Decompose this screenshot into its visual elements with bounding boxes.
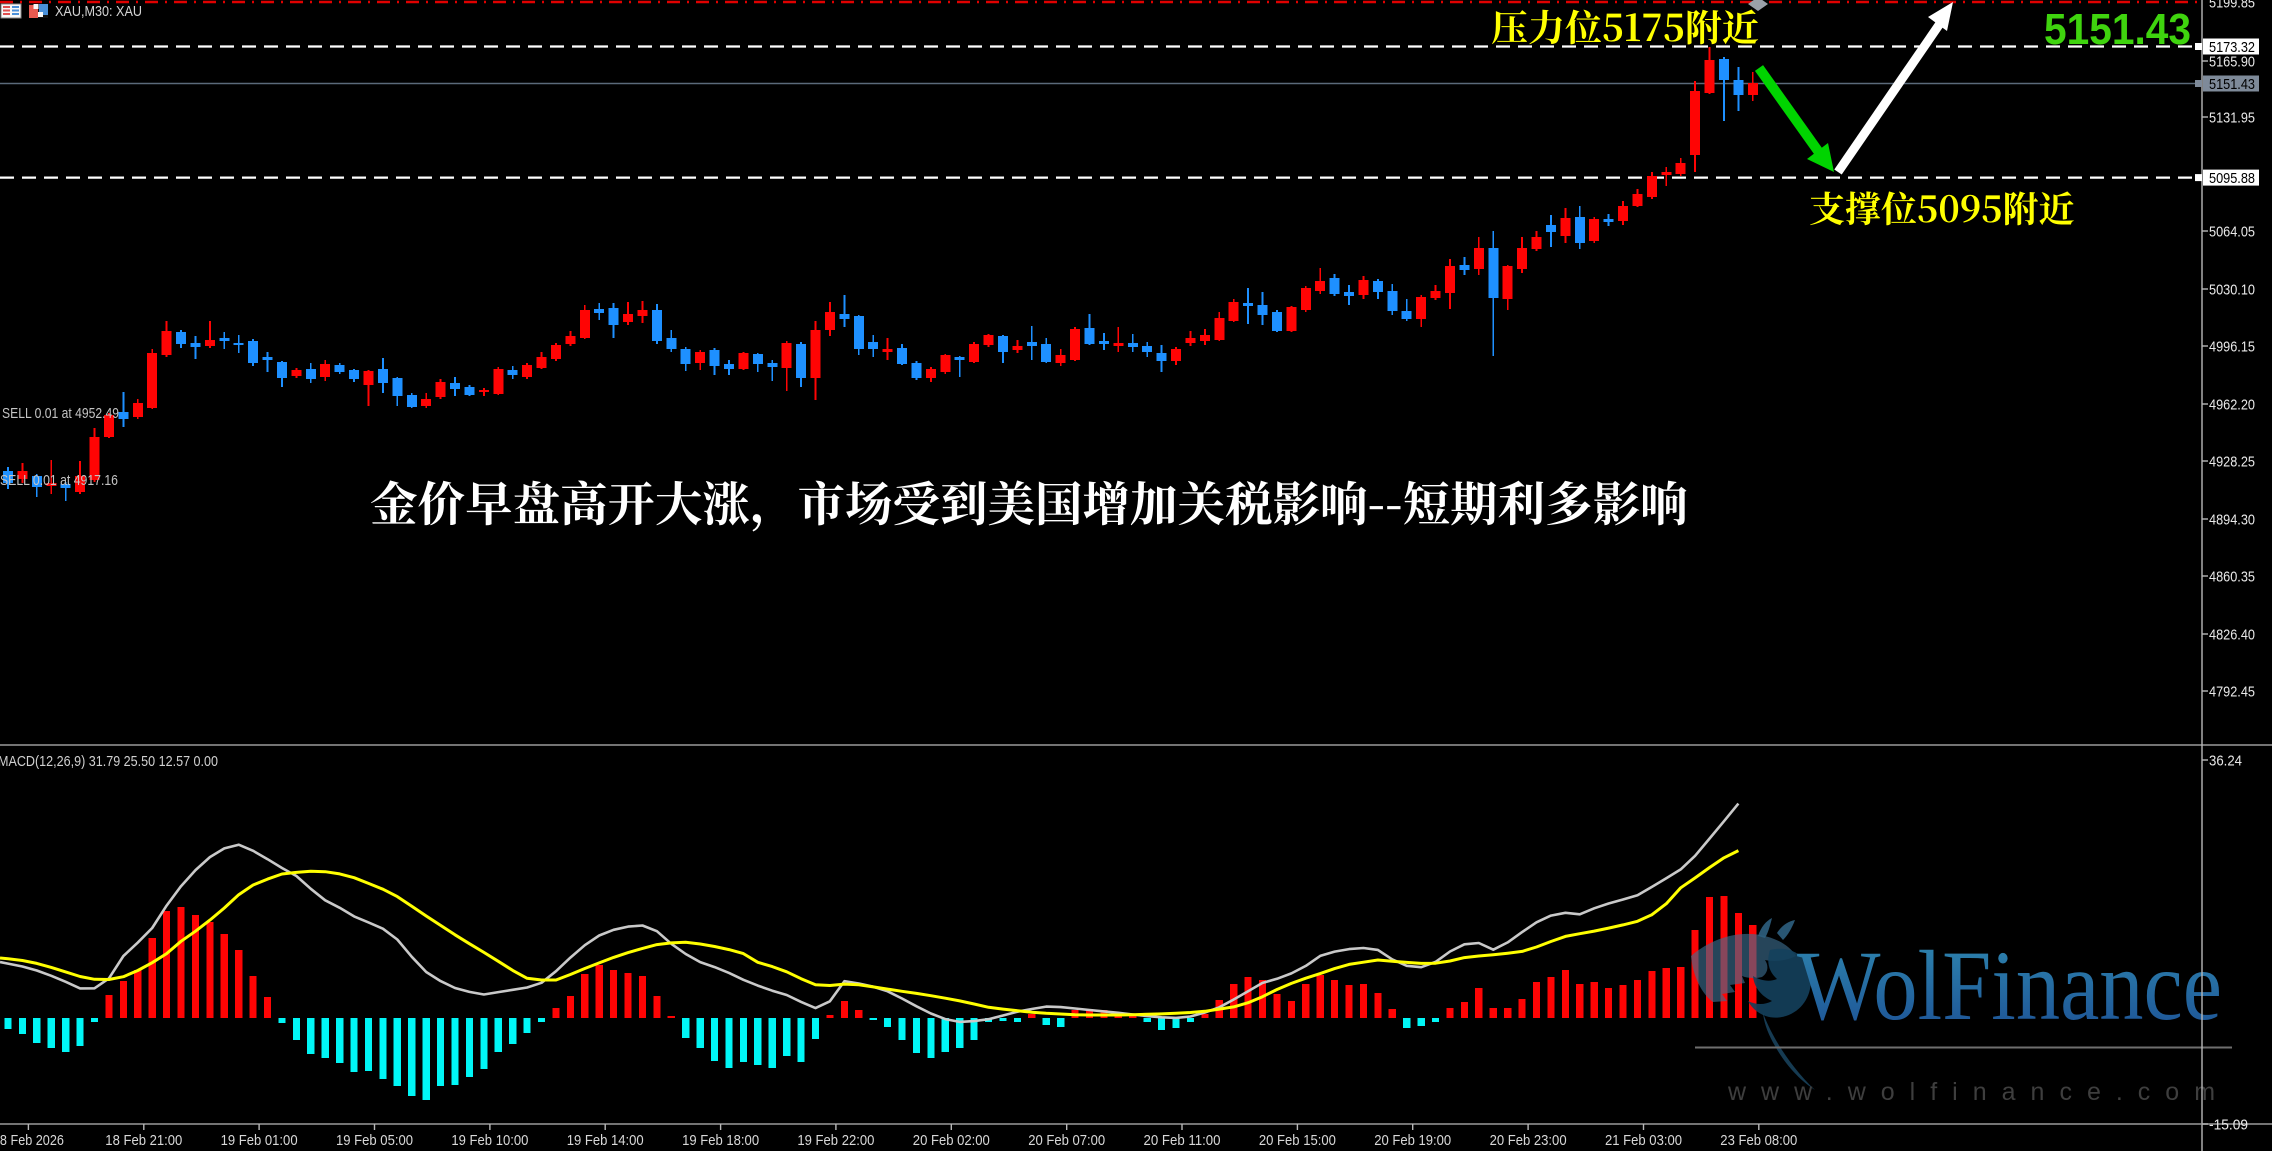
svg-text:20 Feb 07:00: 20 Feb 07:00: [1028, 1132, 1105, 1149]
svg-text:5131.95: 5131.95: [2209, 110, 2255, 127]
svg-text:21 Feb 03:00: 21 Feb 03:00: [1605, 1132, 1682, 1149]
svg-text:20 Feb 19:00: 20 Feb 19:00: [1374, 1132, 1451, 1149]
svg-text:4928.25: 4928.25: [2209, 454, 2255, 471]
svg-text:4894.30: 4894.30: [2209, 512, 2255, 529]
svg-text:4826.40: 4826.40: [2209, 627, 2255, 644]
svg-text:www.wolfinance.com: www.wolfinance.com: [1727, 1078, 2230, 1106]
svg-text:4996.15: 4996.15: [2209, 339, 2255, 356]
svg-text:19 Feb 05:00: 19 Feb 05:00: [336, 1132, 413, 1149]
svg-text:19 Feb 22:00: 19 Feb 22:00: [797, 1132, 874, 1149]
svg-text:5030.10: 5030.10: [2209, 282, 2255, 299]
svg-text:19 Feb 10:00: 19 Feb 10:00: [451, 1132, 528, 1149]
svg-text:18 Feb 21:00: 18 Feb 21:00: [105, 1132, 182, 1149]
svg-text:23 Feb 08:00: 23 Feb 08:00: [1720, 1132, 1797, 1149]
svg-text:5151.43: 5151.43: [2209, 76, 2255, 93]
svg-text:20 Feb 23:00: 20 Feb 23:00: [1490, 1132, 1567, 1149]
svg-text:-15.09: -15.09: [2209, 1117, 2248, 1134]
svg-text:5199.85: 5199.85: [2209, 0, 2255, 12]
svg-text:19 Feb 18:00: 19 Feb 18:00: [682, 1132, 759, 1149]
svg-text:5095.88: 5095.88: [2209, 170, 2255, 187]
svg-text:5173.32: 5173.32: [2209, 39, 2255, 56]
svg-text:MACD(12,26,9) 31.79 25.50 12.5: MACD(12,26,9) 31.79 25.50 12.57 0.00: [0, 753, 218, 770]
svg-text:20 Feb 02:00: 20 Feb 02:00: [913, 1132, 990, 1149]
svg-text:XAU,M30: XAU: XAU,M30: XAU: [55, 3, 142, 20]
svg-text:SELL 0.01 at 4917.16: SELL 0.01 at 4917.16: [0, 472, 118, 489]
svg-text:19 Feb 01:00: 19 Feb 01:00: [221, 1132, 298, 1149]
svg-text:36.24: 36.24: [2209, 753, 2242, 770]
svg-text:18 Feb 2026: 18 Feb 2026: [0, 1132, 64, 1149]
svg-text:20 Feb 15:00: 20 Feb 15:00: [1259, 1132, 1336, 1149]
svg-text:20 Feb 11:00: 20 Feb 11:00: [1144, 1132, 1221, 1149]
svg-text:19 Feb 14:00: 19 Feb 14:00: [567, 1132, 644, 1149]
svg-text:WolFinance: WolFinance: [1797, 930, 2222, 1041]
svg-text:4860.35: 4860.35: [2209, 569, 2255, 586]
svg-text:4792.45: 4792.45: [2209, 684, 2255, 701]
svg-text:5151.43: 5151.43: [2044, 5, 2191, 54]
svg-text:5064.05: 5064.05: [2209, 224, 2255, 241]
svg-text:SELL 0.01 at 4952.49: SELL 0.01 at 4952.49: [2, 405, 119, 422]
svg-text:5165.90: 5165.90: [2209, 54, 2255, 71]
svg-text:4962.20: 4962.20: [2209, 397, 2255, 414]
